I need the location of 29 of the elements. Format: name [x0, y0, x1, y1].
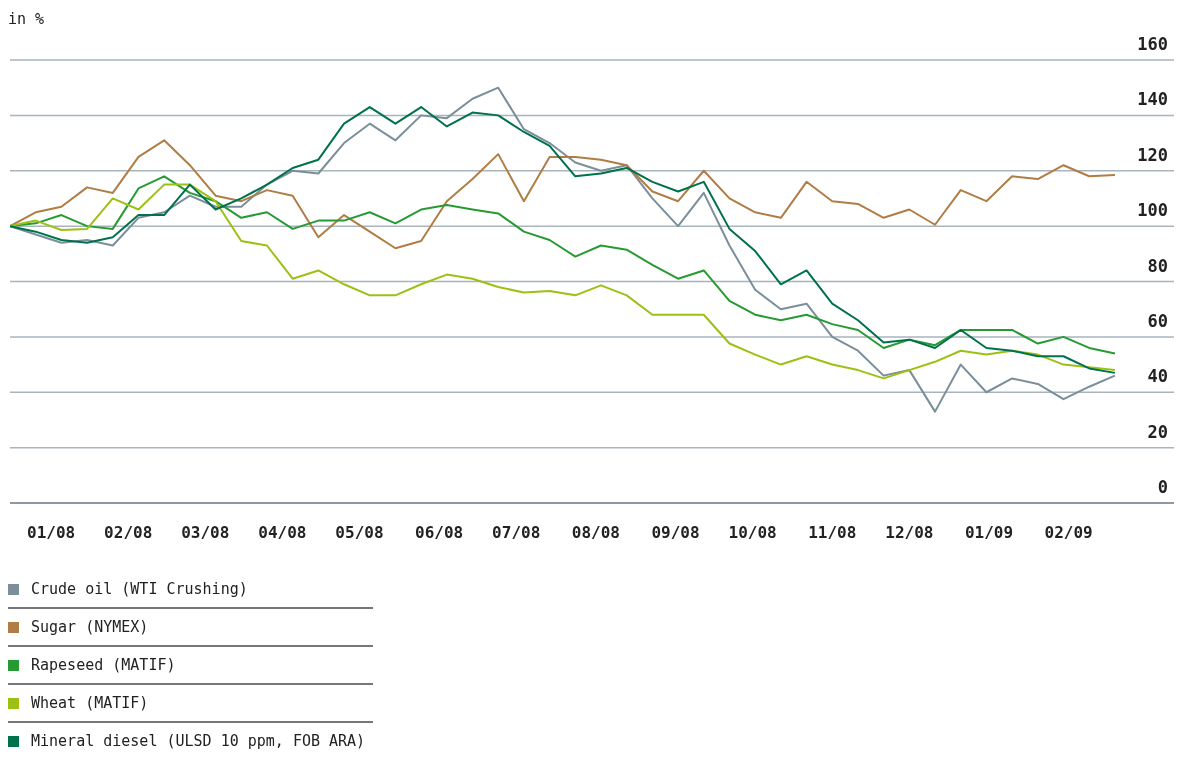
- y-tick-label: 160: [1137, 34, 1168, 54]
- y-tick-label: 40: [1147, 366, 1168, 387]
- y-tick-label: 60: [1147, 310, 1168, 331]
- x-tick-label: 03/08: [181, 523, 230, 543]
- y-tick-label: 0: [1157, 477, 1168, 497]
- x-tick-label: 08/08: [571, 523, 620, 543]
- y-tick-label: 20: [1147, 421, 1168, 442]
- legend-label: Crude oil (WTI Crushing): [31, 580, 248, 598]
- y-tick-label: 140: [1137, 89, 1168, 110]
- x-tick-label: 09/08: [651, 523, 700, 543]
- x-tick-label: 07/08: [492, 523, 541, 543]
- y-tick-label: 100: [1137, 200, 1168, 221]
- x-tick-label: 06/08: [415, 523, 464, 543]
- y-tick-label: 80: [1147, 255, 1168, 276]
- y-tick-label: 120: [1137, 144, 1168, 165]
- legend-label: Rapeseed (MATIF): [31, 656, 176, 674]
- legend-label: Mineral diesel (ULSD 10 ppm, FOB ARA): [31, 732, 366, 750]
- x-tick-label: 01/08: [27, 523, 76, 543]
- legend-label: Wheat (MATIF): [31, 694, 149, 712]
- x-tick-label: 05/08: [335, 523, 384, 543]
- x-tick-label: 11/08: [808, 523, 857, 543]
- x-tick-label: 10/08: [728, 523, 777, 543]
- x-tick-label: 01/09: [964, 523, 1014, 543]
- legend-label: Sugar (NYMEX): [31, 618, 149, 636]
- x-tick-label: 04/08: [258, 523, 307, 543]
- y-axis-title: in %: [8, 10, 45, 28]
- x-tick-label: 12/08: [885, 523, 934, 543]
- x-tick-label: 02/09: [1044, 523, 1093, 543]
- x-tick-label: 02/08: [104, 523, 153, 543]
